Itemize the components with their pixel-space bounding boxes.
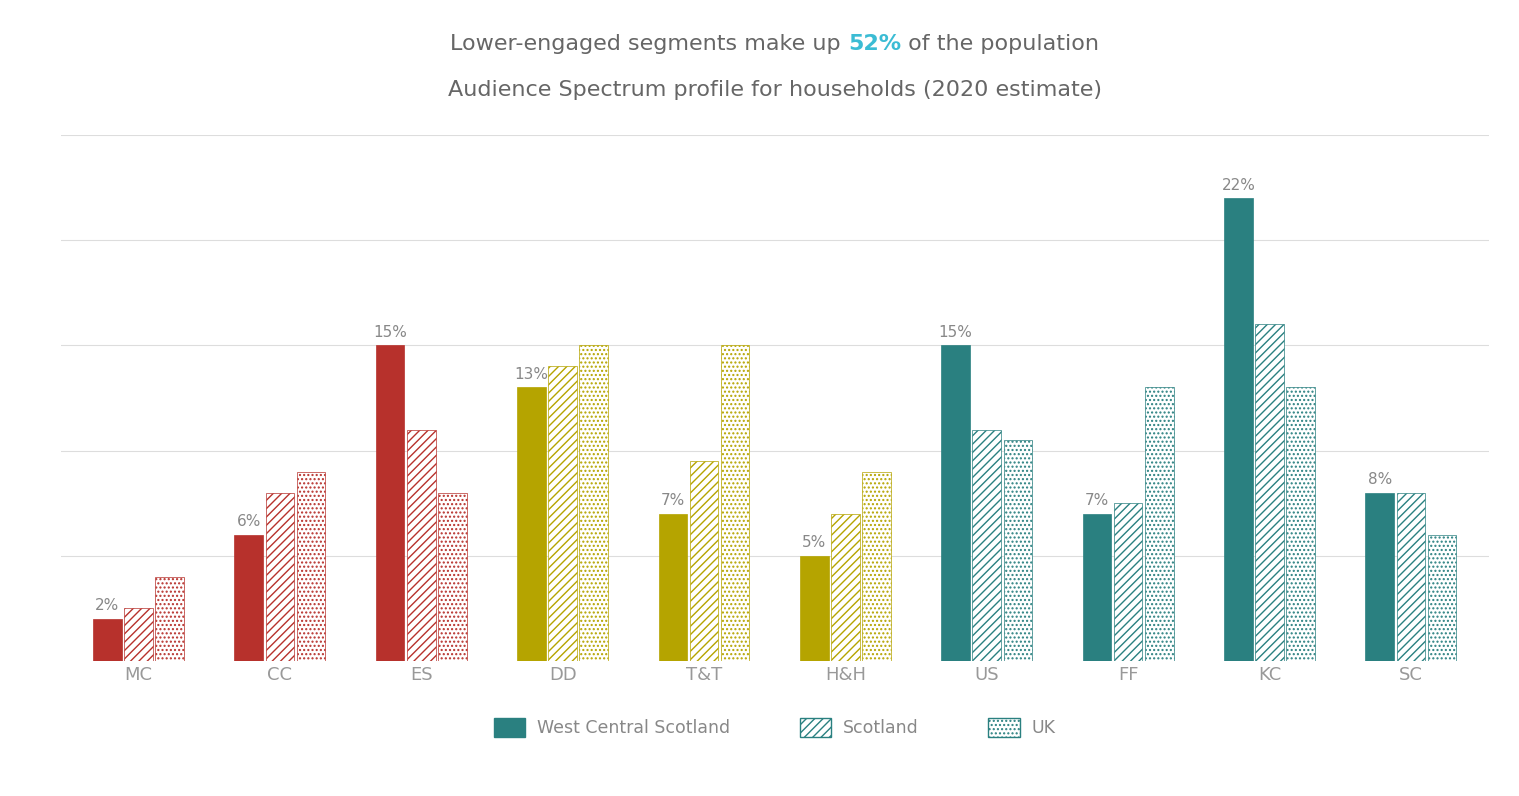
Bar — [1083, 513, 1112, 661]
Bar — [407, 430, 436, 661]
Bar — [296, 471, 325, 661]
Bar — [659, 513, 687, 661]
Text: 7%: 7% — [1085, 494, 1109, 509]
Bar — [1255, 325, 1284, 661]
Bar — [266, 493, 295, 661]
Bar — [234, 535, 263, 661]
Text: 2%: 2% — [96, 599, 120, 614]
Text: Lower-engaged segments make up: Lower-engaged segments make up — [450, 33, 848, 54]
Text: 22%: 22% — [1221, 178, 1255, 193]
Bar — [125, 608, 153, 661]
Bar — [579, 345, 608, 661]
Text: 52%: 52% — [848, 33, 901, 54]
Text: of the population: of the population — [901, 33, 1100, 54]
Text: Audience Spectrum profile for households (2020 estimate): Audience Spectrum profile for households… — [448, 80, 1101, 100]
Bar — [1366, 493, 1394, 661]
Bar — [863, 471, 890, 661]
Bar — [801, 556, 828, 661]
Bar — [942, 345, 971, 661]
Text: 5%: 5% — [802, 536, 826, 550]
Text: 15%: 15% — [374, 326, 407, 340]
Legend: West Central Scotland, Scotland, UK: West Central Scotland, Scotland, UK — [486, 711, 1063, 744]
Bar — [155, 576, 184, 661]
Text: 15%: 15% — [939, 326, 972, 340]
Bar — [972, 430, 1001, 661]
Bar — [548, 366, 577, 661]
Bar — [1113, 503, 1142, 661]
Text: 8%: 8% — [1367, 472, 1391, 487]
Bar — [437, 493, 466, 661]
Bar — [690, 461, 718, 661]
Text: 13%: 13% — [515, 367, 548, 382]
Bar — [722, 345, 749, 661]
Bar — [1287, 388, 1315, 661]
Bar — [1224, 198, 1253, 661]
Text: 6%: 6% — [237, 514, 261, 529]
Bar — [1396, 493, 1425, 661]
Bar — [1004, 440, 1031, 661]
Bar — [1145, 388, 1174, 661]
Bar — [93, 618, 122, 661]
Bar — [375, 345, 404, 661]
Bar — [831, 513, 860, 661]
Text: 7%: 7% — [661, 494, 685, 509]
Bar — [1428, 535, 1457, 661]
Bar — [518, 388, 545, 661]
